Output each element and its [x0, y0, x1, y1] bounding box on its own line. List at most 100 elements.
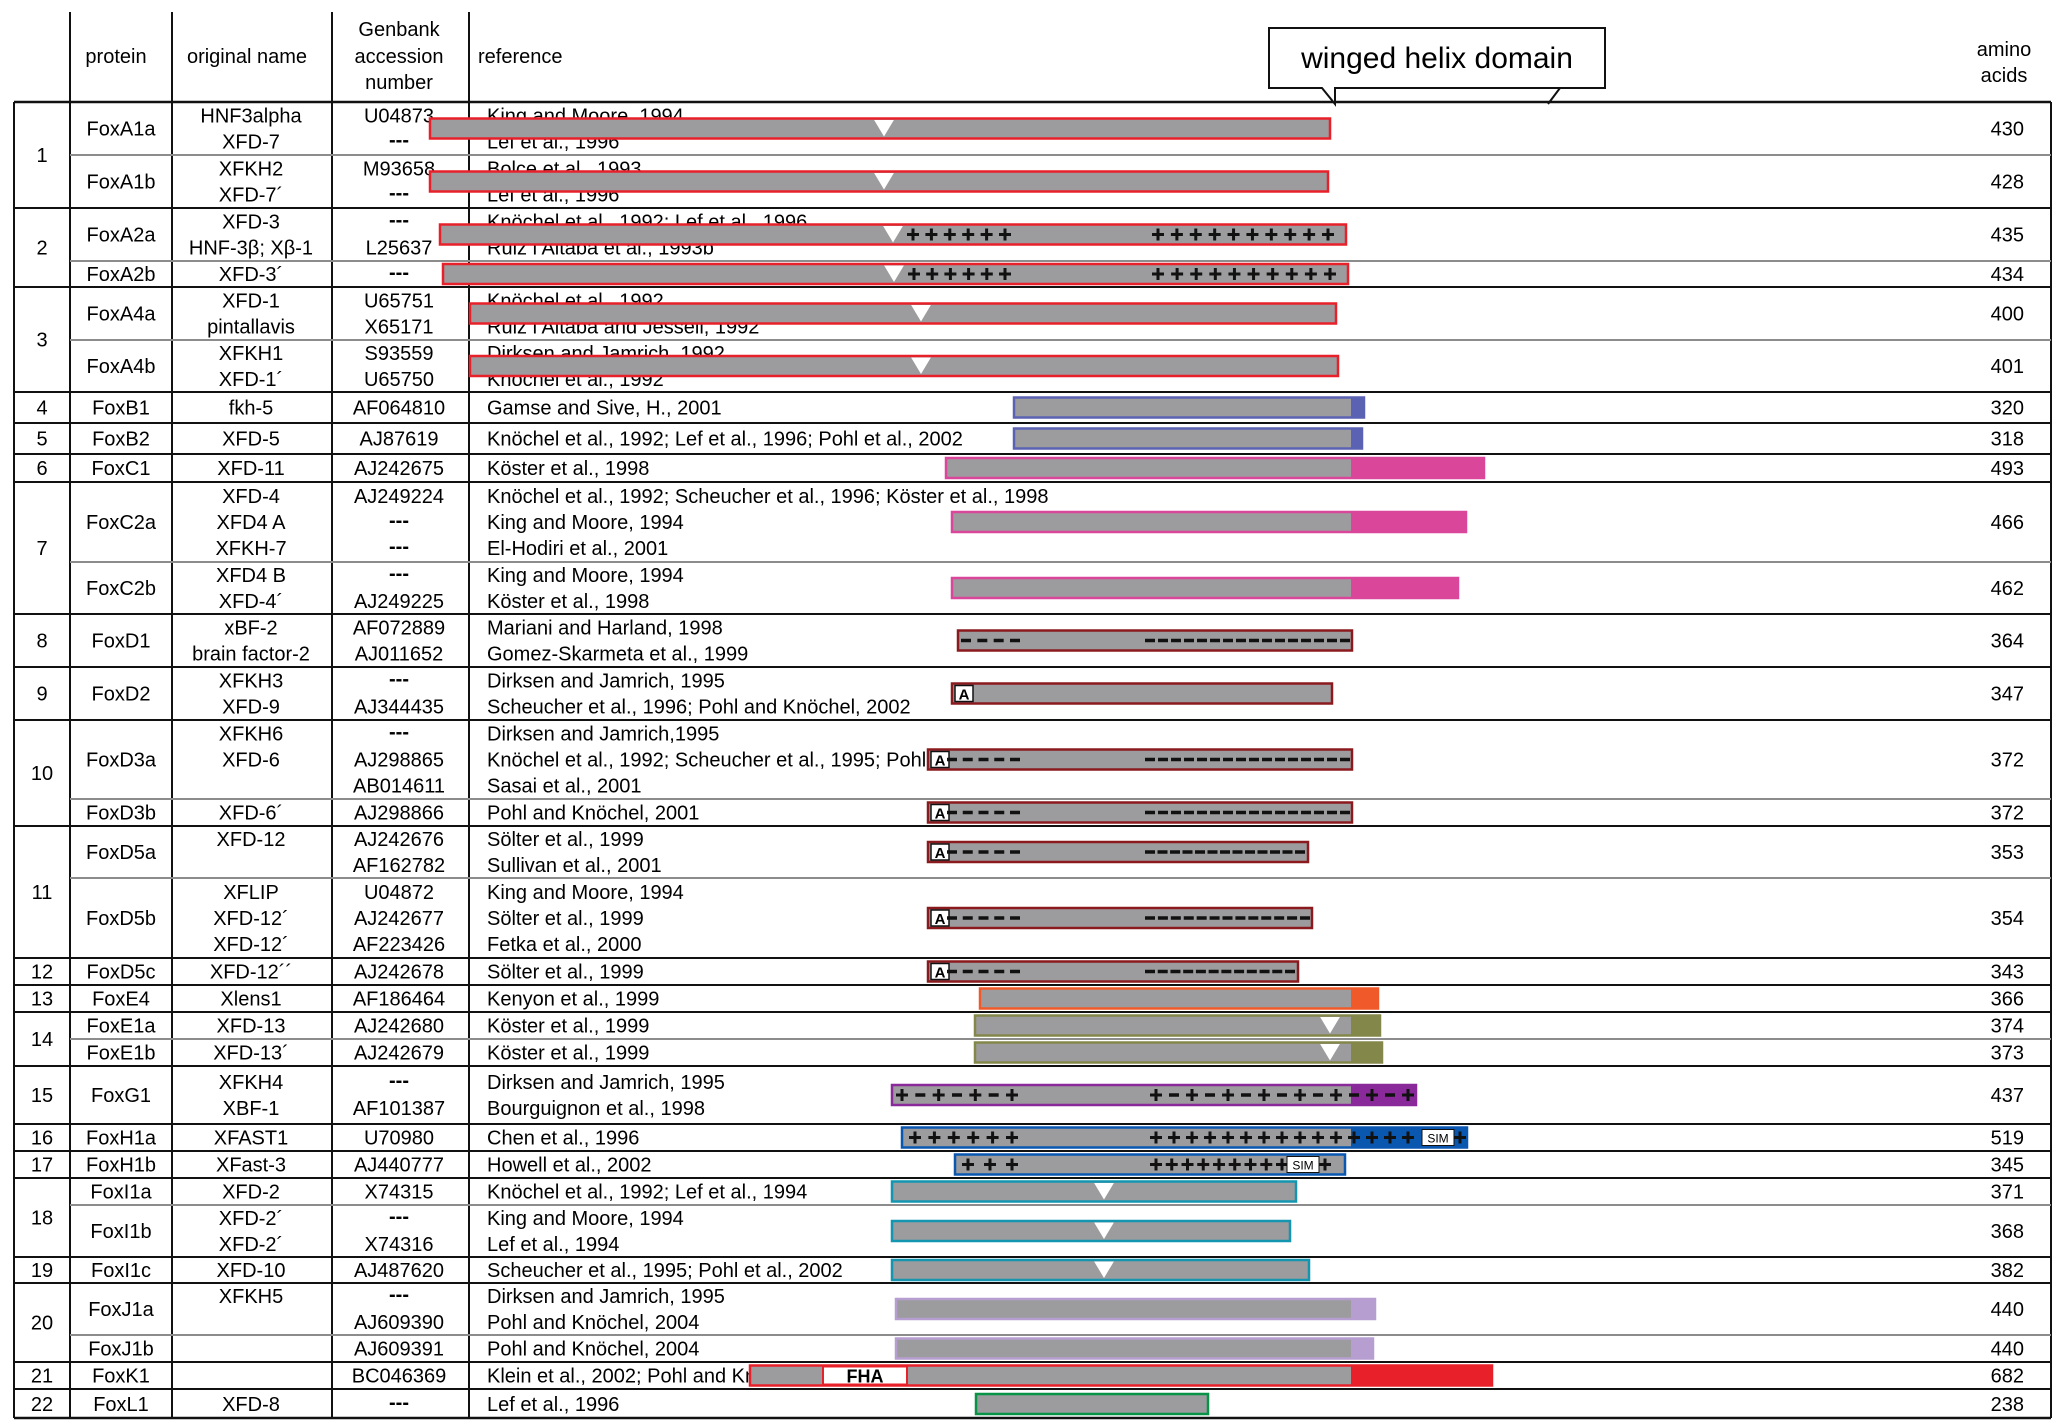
group-number: 15	[31, 1085, 53, 1107]
bar-gray-region	[928, 842, 1308, 862]
reference-citation: Sölter et al., 1999	[487, 908, 644, 930]
reference-citation: Sasai et al., 2001	[487, 776, 642, 798]
winged-helix-domain-segment	[1351, 1338, 1373, 1359]
protein-domain-bar	[950, 510, 1468, 534]
genbank-accession: AJ242675	[354, 458, 444, 480]
positive-charge-marker	[1152, 228, 1164, 241]
original-name: XFD-13´	[213, 1043, 289, 1065]
table-row: FoxB2 XFD-5 AJ87619 Knöchel et al., 1992; L…	[92, 427, 2024, 451]
bar-outline	[950, 510, 1468, 534]
reference-citation: Dirksen and Jamrich, 1995	[487, 1072, 725, 1094]
genbank-accession: AJ242679	[354, 1043, 444, 1065]
original-name: XFD-7	[222, 132, 280, 154]
original-name: XFKH2	[219, 159, 283, 181]
group-number: 19	[31, 1260, 53, 1282]
winged-helix-domain-callout	[1268, 27, 1606, 107]
protein-name: FoxH1a	[86, 1128, 157, 1150]
bar-gray-region	[902, 1127, 1467, 1148]
genbank-accession: ---	[389, 262, 409, 284]
protein-name: FoxA4b	[87, 356, 156, 378]
protein-name: FoxD5b	[86, 908, 156, 930]
positive-charge-marker	[1006, 1158, 1018, 1171]
original-name: XFAST1	[214, 1128, 288, 1150]
genbank-accession: U65750	[364, 369, 434, 391]
protein-name: FoxA2b	[87, 264, 156, 286]
protein-domain-bar: A	[926, 960, 1300, 983]
original-name: XFKH1	[219, 343, 283, 365]
header-genbank-line2: accession	[355, 46, 444, 68]
table-row: FoxG1 XFKH4 XBF-1 --- AF101387 Dirksen and Ja…	[91, 1070, 2024, 1120]
protein-name: FoxL1	[93, 1394, 149, 1416]
genbank-accession: AJ609391	[354, 1339, 444, 1361]
bar-outline	[973, 1041, 1384, 1064]
bar-gray-region	[928, 802, 1352, 823]
protein-domain-bar	[890, 1219, 1292, 1243]
bar-outline	[950, 576, 1460, 600]
header-reference: reference	[478, 46, 563, 68]
genbank-accession: AF072889	[353, 618, 445, 640]
positive-charge-marker	[1170, 228, 1183, 241]
binding-site-triangle-marker	[1320, 1017, 1340, 1034]
positive-charge-marker	[943, 228, 956, 241]
protein-name: FoxA4a	[87, 304, 157, 326]
binding-site-triangle-marker	[874, 120, 894, 137]
protein-name: FoxC1	[92, 458, 151, 480]
genbank-accession: ---	[389, 722, 409, 744]
group-number: 20	[31, 1313, 53, 1335]
protein-name: FoxA2a	[87, 225, 157, 247]
positive-charge-marker	[1152, 268, 1164, 280]
protein-name: FoxC2b	[86, 578, 156, 600]
protein-name: FoxC2a	[86, 512, 157, 534]
table-header: protein original name Genbank accession …	[85, 19, 2031, 107]
table-frame	[13, 12, 2052, 1420]
reference-citation: Lef et al., 1996	[487, 1394, 619, 1416]
header-genbank-line3: number	[365, 72, 433, 94]
reference-citation: Sölter et al., 1999	[487, 962, 644, 984]
positive-charge-marker	[1294, 1131, 1306, 1144]
protein-name: FoxK1	[92, 1366, 150, 1388]
genbank-accession: L25637	[366, 238, 433, 260]
positive-charge-marker	[980, 228, 993, 241]
original-name: XFD-2´	[219, 1234, 283, 1256]
reference-citation: Dirksen and Jamrich, 1995	[487, 1286, 725, 1308]
protein-name: FoxH1b	[86, 1155, 156, 1177]
reference-citation: Gomez-Skarmeta et al., 1999	[487, 644, 748, 666]
genbank-accession: AJ487620	[354, 1260, 444, 1282]
reference-citation: Köster et al., 1998	[487, 591, 649, 613]
protein-domain-bar	[438, 223, 1348, 246]
amino-acid-count: 382	[1991, 1260, 2024, 1282]
genbank-accession: AB014611	[353, 776, 445, 798]
winged-helix-domain-segment	[1351, 1042, 1382, 1063]
acidic-box-label: A	[935, 845, 946, 862]
protein-name: FoxD5a	[86, 842, 157, 864]
group-number: 12	[31, 962, 53, 984]
header-amino-acids-line1: amino	[1977, 39, 2031, 61]
bar-gray-region	[928, 749, 1352, 770]
protein-name: FoxB2	[92, 429, 150, 451]
original-name: XFD-10	[217, 1260, 286, 1282]
group-number: 14	[31, 1029, 53, 1051]
bar-outline	[890, 1180, 1298, 1203]
table-row: FoxJ1b AJ609391 Pohl and Knöchel, 2004 440	[88, 1337, 2024, 1361]
protein-domain-bar	[978, 987, 1380, 1010]
positive-charge-marker	[1197, 1158, 1210, 1171]
winged-helix-domain-segment	[1351, 988, 1378, 1009]
table-row: FoxD3a XFKH6 XFD-6 --- AJ298865 AB014611 Dirks…	[86, 722, 2024, 798]
reference-citation: Pohl and Knöchel, 2004	[487, 1312, 699, 1334]
positive-charge-marker	[962, 228, 975, 241]
positive-charge-marker	[1247, 268, 1260, 280]
protein-name: FoxD1	[92, 631, 151, 653]
original-name: XFD-1	[222, 291, 280, 313]
header-protein: protein	[85, 46, 146, 68]
positive-charge-marker	[1276, 1131, 1288, 1144]
positive-charge-marker	[925, 228, 938, 241]
positive-charge-marker	[1168, 1131, 1180, 1144]
positive-charge-marker	[1284, 228, 1297, 241]
original-name: XFKH-7	[215, 538, 286, 560]
fha-domain-box	[822, 1365, 908, 1386]
original-name: XFD-11	[217, 458, 284, 480]
positive-charge-marker	[1246, 228, 1259, 241]
bar-gray-region	[952, 683, 1332, 704]
genbank-accession: X74316	[365, 1234, 434, 1256]
